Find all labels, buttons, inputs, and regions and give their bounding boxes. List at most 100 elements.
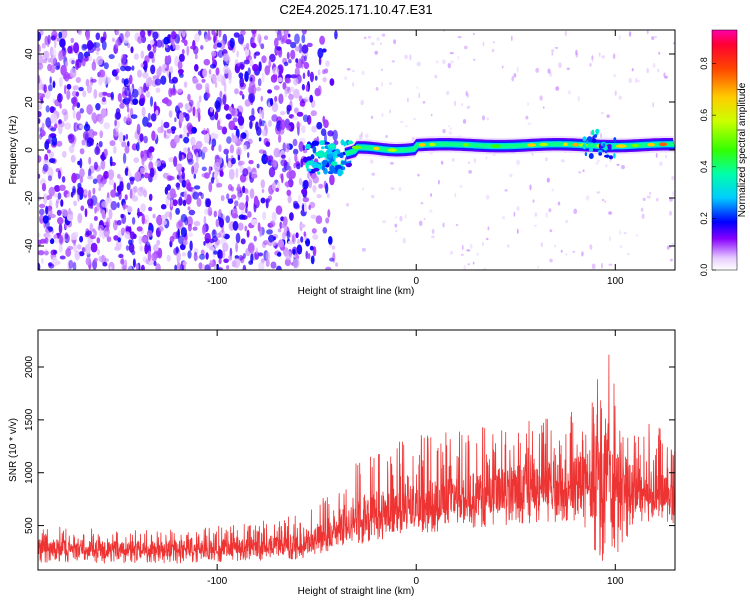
heatmap-cell [41,122,45,130]
heatmap-cell [305,238,311,247]
heatmap-cell [166,175,173,182]
heatmap-cell [150,113,157,122]
heatmap-cell [250,218,258,226]
heatmap-cell [195,152,199,163]
heatmap-cell [228,168,235,180]
heatmap-cell [153,101,157,112]
heatmap-cell [309,71,314,83]
heatmap-cell [141,236,148,243]
heatmap-cell [618,35,621,41]
heatmap-cell [58,31,63,39]
heatmap-cell [298,95,303,102]
heatmap-cell [112,37,115,42]
heatmap-cell [210,106,214,113]
heatmap-cell [48,193,53,200]
heatmap-cell [671,175,675,181]
heatmap-cell [332,129,338,141]
heatmap-cell [113,219,118,231]
heatmap-cell [572,250,576,253]
heatmap-cell [554,46,559,49]
heatmap-cell [554,244,557,248]
heatmap-cell [179,134,183,139]
heatmap-cell [58,119,62,125]
heatmap-cell [609,236,611,242]
heatmap-cell [174,33,181,44]
heatmap-cell [400,120,404,123]
heatmap-peak [647,142,655,147]
heatmap-cell [237,115,245,126]
heatmap-cell [468,170,472,174]
heatmap-cell [591,129,595,136]
heatmap-cell [119,102,125,109]
heatmap-cell [315,215,323,225]
heatmap-cell [588,153,594,159]
heatmap-cell [341,160,347,165]
heatmap-cell [103,31,107,41]
heatmap-cell [38,190,41,200]
heatmap-cell [155,215,162,225]
heatmap-cell [281,231,286,240]
heatmap-cell [41,42,46,49]
heatmap-cell [196,197,202,207]
heatmap-cell [462,119,467,124]
heatmap-cell [84,56,89,62]
heatmap-cell [222,242,229,252]
heatmap-cell [613,153,616,159]
heatmap-cell [286,125,292,131]
heatmap-cell [140,150,144,159]
heatmap-cell [380,42,382,45]
heatmap-cell [269,53,276,63]
heatmap-cell [672,191,675,197]
heatmap-cell [160,75,167,85]
heatmap-cell [423,218,426,220]
heatmap-cell [276,265,282,270]
heatmap-cell [294,107,299,114]
heatmap-cell [584,152,588,157]
heatmap-cell [582,143,587,150]
heatmap-cell [271,114,278,122]
heatmap-cell [228,254,233,261]
heatmap-cell [43,84,47,94]
heatmap-cell [163,36,170,45]
heatmap-cell [187,150,192,161]
heatmap-cell [198,262,203,270]
heatmap-cell [86,84,92,94]
heatmap-cell [134,171,141,182]
heatmap-cell [297,194,302,205]
heatmap-cell [273,85,280,91]
heatmap-cell [301,34,306,44]
heatmap-cell [244,99,251,107]
heatmap-cell [281,154,286,159]
heatmap-cell [288,157,291,167]
heatmap-cell [221,126,228,135]
heatmap-cell [45,105,50,113]
heatmap-cell [301,125,306,134]
heatmap-cell [233,32,240,38]
heatmap-cell [76,244,82,250]
heatmap-cell [101,151,105,162]
heatmap-cell [160,214,168,220]
heatmap-cell [382,220,386,224]
heatmap-cell [216,182,223,188]
heatmap-cell [300,55,306,65]
heatmap-cell [642,197,646,201]
heatmap-cell [529,184,532,191]
heatmap-cell [85,78,90,87]
heatmap-cell [271,211,277,222]
heatmap-cell [204,198,209,208]
heatmap-cell [229,37,235,49]
heatmap-cell [184,216,189,226]
heatmap-cell [47,149,51,154]
heatmap-cell [38,92,43,100]
heatmap-cell [99,130,103,139]
heatmap-cell [193,185,201,190]
snr-axes: -100 0 100 500 1000 1500 2000 [24,330,675,587]
heatmap-cell [181,30,186,38]
heatmap-cell [501,65,504,69]
heatmap-cell [473,58,476,61]
heatmap-cell [103,122,110,130]
heatmap-cell [47,34,51,45]
heatmap-cell [242,168,249,177]
heatmap-cell [57,93,63,103]
spectrogram-ylabel: Frequency (Hz) [8,116,19,185]
